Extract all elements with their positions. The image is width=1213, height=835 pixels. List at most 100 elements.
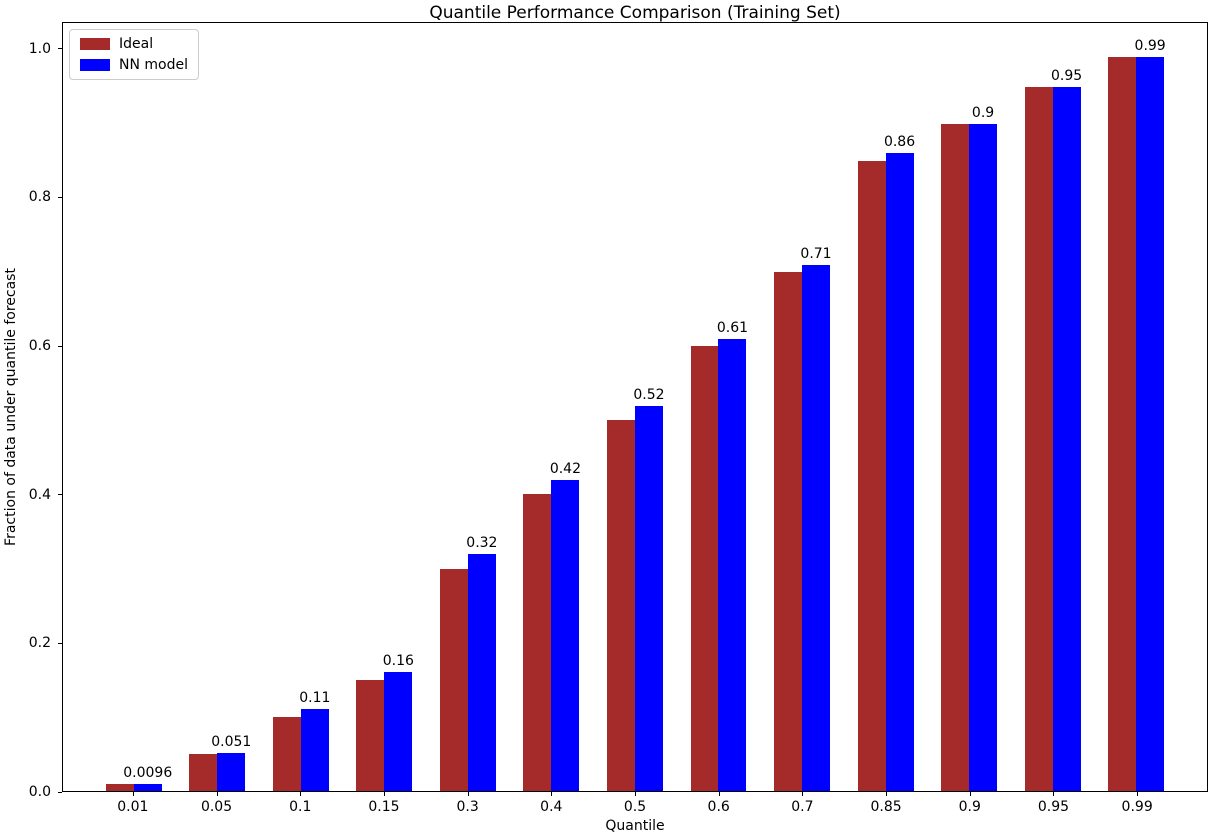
bar-nn-model — [551, 479, 580, 791]
bar-ideal — [105, 783, 134, 791]
x-tick-label: 0.15 — [368, 799, 400, 815]
bar-group: 0.16 — [343, 23, 427, 791]
bar-nn-model — [802, 264, 830, 791]
bar-nn-model — [133, 783, 162, 791]
y-tick-mark — [58, 642, 62, 644]
bar-groups: 0.0096 0.051 0.11 0.16 0.32 0.42 0.52 0.61 0.71 0… — [63, 23, 1207, 791]
y-axis: 0.0 0.2 0.4 0.6 0.8 1.0 — [0, 22, 62, 799]
x-tick-mark — [132, 792, 134, 796]
legend-item-nn-model: NN model — [80, 58, 188, 72]
bar-group: 0.86 — [844, 23, 928, 791]
x-tick-label: 0.05 — [200, 799, 233, 815]
bar-nn-model — [217, 753, 246, 791]
x-tick-mark — [969, 792, 971, 796]
bar-group: 0.42 — [510, 23, 594, 791]
y-tick-label: 1.0 — [28, 40, 51, 57]
bar-group: 0.32 — [426, 23, 510, 791]
bar-nn-model — [718, 338, 747, 791]
bar-ideal — [356, 679, 385, 791]
bar-ideal — [523, 494, 552, 791]
bar-value-label: 0.52 — [633, 386, 665, 403]
bar-value-label: 0.9 — [971, 104, 995, 121]
y-tick-label: 0.2 — [28, 635, 51, 652]
chart-title: Quantile Performance Comparison (Trainin… — [429, 3, 841, 23]
legend-swatch-nn-model — [80, 59, 110, 71]
legend-item-ideal: Ideal — [80, 37, 188, 51]
bar-ideal — [1024, 86, 1053, 791]
bar-value-label: 0.32 — [466, 534, 498, 551]
y-tick-mark — [58, 48, 62, 50]
bar-nn-model — [467, 553, 496, 791]
bar-nn-model — [969, 123, 998, 791]
bar-ideal — [774, 272, 802, 791]
x-tick-mark — [718, 792, 720, 796]
y-tick-mark — [58, 345, 62, 347]
bar-ideal — [690, 346, 719, 791]
bar-value-label: 0.0096 — [123, 764, 173, 781]
bar-nn-model — [1136, 57, 1165, 791]
bar-value-label: 0.11 — [299, 690, 331, 707]
x-tick-mark — [635, 792, 636, 796]
bar-nn-model — [885, 153, 914, 791]
x-tick-mark — [1053, 792, 1055, 796]
x-tick-label: 0.99 — [1121, 799, 1153, 815]
x-tick-label: 0.9 — [958, 799, 981, 815]
bar-group: 0.11 — [259, 23, 343, 791]
bar-group: 0.71 — [760, 23, 844, 791]
bar-group: 0.95 — [1011, 23, 1095, 791]
bar-value-label: 0.16 — [382, 653, 414, 670]
bar-nn-model — [1052, 86, 1081, 791]
bar-ideal — [1108, 57, 1137, 791]
x-axis: 0.01 0.05 0.1 0.15 0.3 0.4 0.5 0.6 0.7 0.85 0.9 0.9… — [62, 792, 1208, 822]
bar-nn-model — [634, 405, 663, 791]
y-tick-label: 0.0 — [28, 784, 51, 800]
x-tick-mark — [300, 792, 302, 796]
bar-value-label: 0.99 — [1134, 38, 1166, 55]
bar-value-label: 0.71 — [800, 245, 832, 262]
bar-value-label: 0.95 — [1051, 67, 1083, 84]
x-tick-mark — [886, 792, 888, 796]
y-tick-mark — [58, 494, 62, 496]
y-tick-label: 0.6 — [28, 338, 51, 355]
bar-group: 0.051 — [176, 23, 260, 791]
x-tick-label: 0.5 — [623, 799, 647, 815]
x-tick-mark — [216, 792, 218, 796]
bar-ideal — [439, 568, 468, 791]
x-tick-mark — [802, 792, 804, 796]
y-tick-label: 0.8 — [28, 189, 51, 206]
x-tick-label: 0.3 — [456, 799, 479, 815]
bar-ideal — [606, 420, 635, 791]
y-tick-mark — [58, 196, 62, 198]
bar-value-label: 0.61 — [716, 319, 749, 336]
x-tick-label: 0.7 — [791, 799, 814, 815]
x-tick-label: 0.4 — [540, 799, 563, 815]
plot-area: Ideal NN model 0.0096 0.051 0.11 0.16 0.32 0.4… — [62, 22, 1208, 792]
y-tick-label: 0.4 — [28, 486, 51, 503]
x-tick-label: 0.95 — [1037, 799, 1070, 815]
x-tick-mark — [551, 792, 553, 796]
x-axis-title: Quantile — [605, 818, 665, 834]
bar-nn-model — [384, 672, 413, 791]
bar-ideal — [857, 160, 886, 791]
bar-group: 0.52 — [593, 23, 677, 791]
bar-nn-model — [300, 709, 329, 791]
bar-group: 0.61 — [677, 23, 761, 791]
bar-value-label: 0.86 — [883, 134, 916, 151]
x-tick-mark — [467, 792, 469, 796]
bar-ideal — [272, 716, 301, 791]
bar-ideal — [941, 123, 970, 791]
y-tick-mark — [58, 791, 62, 793]
legend-label: Ideal — [119, 36, 154, 52]
legend-swatch-ideal — [80, 38, 110, 50]
legend: Ideal NN model — [69, 29, 199, 80]
x-tick-label: 0.85 — [870, 799, 902, 815]
bar-group: 0.0096 — [92, 23, 176, 791]
x-tick-label: 0.6 — [707, 799, 730, 815]
bar-value-label: 0.42 — [549, 460, 581, 477]
legend-label: NN model — [119, 57, 188, 73]
x-tick-label: 0.1 — [289, 799, 312, 815]
bar-ideal — [189, 753, 218, 791]
x-tick-mark — [383, 792, 385, 796]
bar-group: 0.99 — [1094, 23, 1178, 791]
